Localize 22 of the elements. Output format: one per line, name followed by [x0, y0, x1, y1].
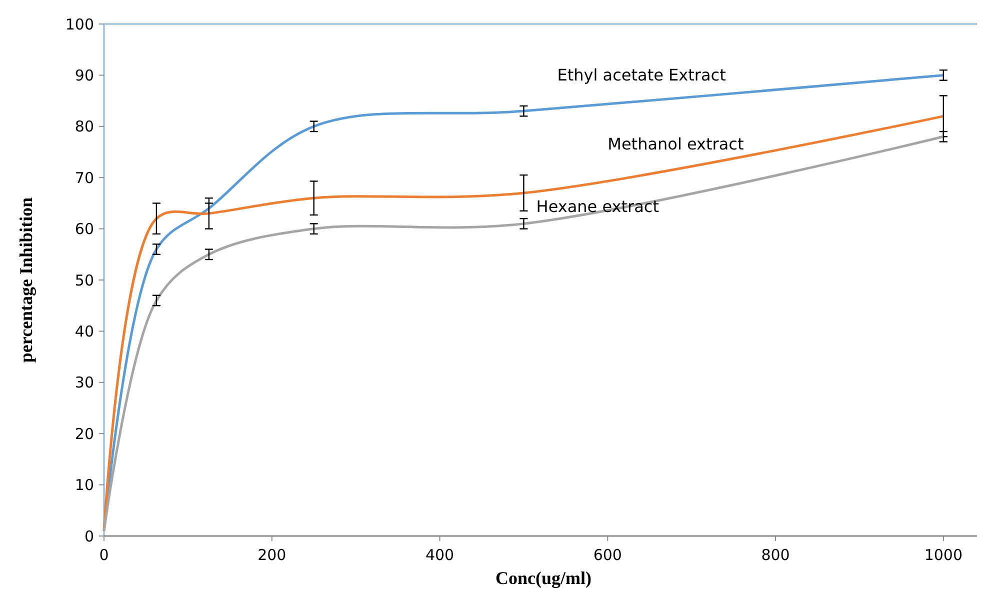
y-axis-title: percentage Inhibition [16, 197, 36, 363]
y-tick-label: 100 [65, 15, 94, 34]
y-tick-label: 10 [74, 476, 94, 494]
x-tick-label: 800 [761, 546, 790, 564]
x-tick-label: 400 [425, 546, 454, 564]
x-tick-label: 600 [593, 546, 622, 564]
y-tick-label: 0 [84, 527, 94, 546]
y-tick-label: 90 [74, 66, 94, 84]
x-tick-label: 200 [258, 546, 286, 564]
series-label: Methanol extract [608, 134, 744, 154]
series-label: Hexane extract [536, 196, 660, 216]
y-tick-label: 20 [74, 424, 94, 443]
y-tick-label: 40 [74, 322, 94, 340]
y-tick-label: 30 [74, 374, 94, 392]
x-tick-label: 0 [99, 546, 109, 564]
y-tick-label: 50 [74, 271, 94, 290]
y-tick-label: 70 [74, 168, 94, 187]
x-tick-label: 1000 [924, 546, 963, 564]
x-axis-title: Conc(ug/ml) [496, 568, 592, 588]
series-label: Ethyl acetate Extract [557, 65, 726, 84]
y-tick-label: 60 [74, 220, 94, 238]
y-tick-label: 80 [74, 118, 94, 136]
